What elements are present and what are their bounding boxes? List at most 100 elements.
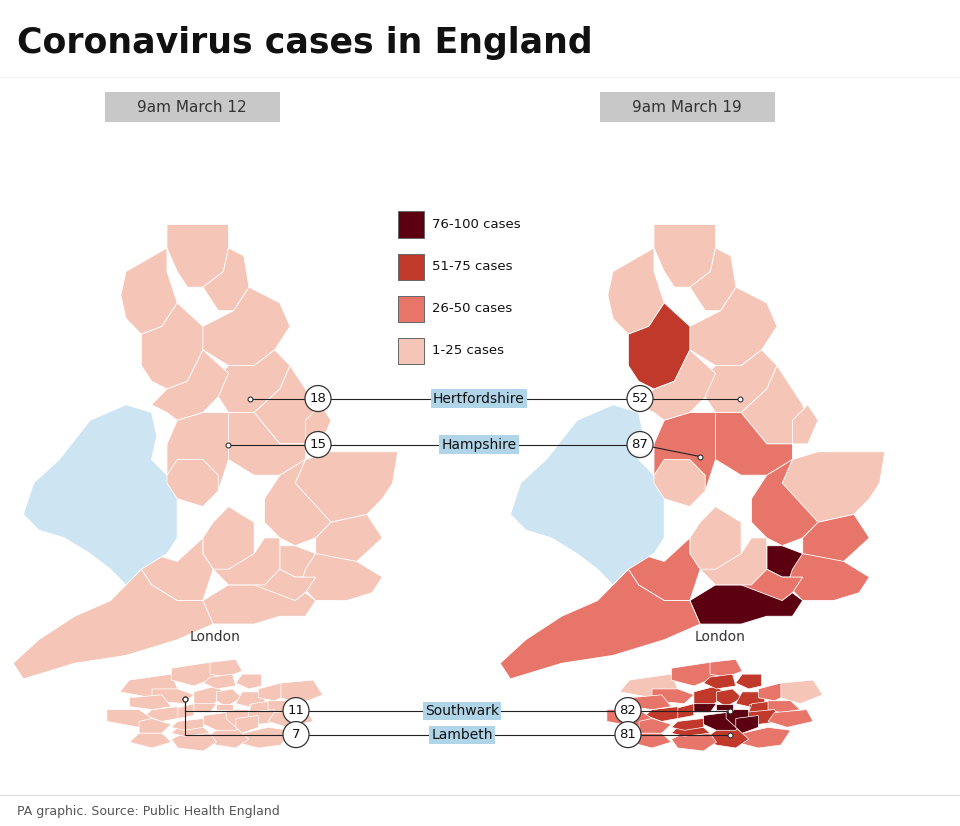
Polygon shape <box>607 710 652 728</box>
Polygon shape <box>511 405 664 585</box>
Polygon shape <box>236 710 281 724</box>
Polygon shape <box>268 700 300 713</box>
Polygon shape <box>710 659 742 677</box>
Polygon shape <box>203 248 249 311</box>
Polygon shape <box>216 704 232 710</box>
Polygon shape <box>629 303 690 389</box>
Polygon shape <box>630 695 671 710</box>
Polygon shape <box>694 704 716 713</box>
Polygon shape <box>218 412 305 475</box>
Polygon shape <box>152 350 228 420</box>
Text: 18: 18 <box>309 392 326 405</box>
Polygon shape <box>768 700 801 713</box>
Polygon shape <box>171 733 216 751</box>
FancyBboxPatch shape <box>398 254 424 279</box>
Polygon shape <box>204 728 249 748</box>
Polygon shape <box>236 692 265 706</box>
Polygon shape <box>741 366 807 444</box>
Polygon shape <box>792 405 818 444</box>
Polygon shape <box>654 225 715 287</box>
Circle shape <box>305 431 331 458</box>
Polygon shape <box>803 515 870 562</box>
Polygon shape <box>295 452 397 522</box>
Polygon shape <box>654 412 715 506</box>
Text: Southwark: Southwark <box>425 704 499 718</box>
Polygon shape <box>171 728 210 736</box>
Polygon shape <box>279 546 321 577</box>
Polygon shape <box>638 350 715 420</box>
Polygon shape <box>254 366 321 444</box>
Polygon shape <box>716 704 732 710</box>
Text: 76-100 cases: 76-100 cases <box>432 218 520 231</box>
Polygon shape <box>639 719 671 733</box>
Polygon shape <box>204 674 236 689</box>
Polygon shape <box>187 287 290 366</box>
Polygon shape <box>741 569 803 601</box>
Polygon shape <box>654 459 706 506</box>
Polygon shape <box>264 459 331 546</box>
Polygon shape <box>141 303 203 389</box>
Polygon shape <box>767 546 807 577</box>
Polygon shape <box>121 248 178 335</box>
Polygon shape <box>227 710 249 728</box>
Polygon shape <box>671 719 704 730</box>
Polygon shape <box>167 459 218 506</box>
Polygon shape <box>700 538 767 585</box>
Polygon shape <box>704 713 742 730</box>
Polygon shape <box>758 683 787 700</box>
Polygon shape <box>749 700 780 715</box>
Polygon shape <box>236 728 291 748</box>
Polygon shape <box>236 715 258 733</box>
Text: 81: 81 <box>619 728 636 741</box>
Text: Coronavirus cases in England: Coronavirus cases in England <box>17 26 593 60</box>
Text: 1-25 cases: 1-25 cases <box>432 344 504 357</box>
Polygon shape <box>787 553 870 601</box>
Polygon shape <box>203 585 316 624</box>
FancyBboxPatch shape <box>600 93 775 122</box>
Text: London: London <box>189 629 240 643</box>
Polygon shape <box>704 728 749 748</box>
Text: 11: 11 <box>287 704 304 717</box>
Polygon shape <box>203 506 254 569</box>
Polygon shape <box>671 733 716 751</box>
Polygon shape <box>735 674 761 689</box>
Polygon shape <box>768 710 813 728</box>
FancyBboxPatch shape <box>398 296 424 321</box>
Polygon shape <box>194 704 216 713</box>
Polygon shape <box>694 686 726 706</box>
Polygon shape <box>620 674 678 698</box>
Polygon shape <box>706 412 792 475</box>
Text: Hertfordshire: Hertfordshire <box>433 392 525 406</box>
Polygon shape <box>652 689 694 704</box>
Polygon shape <box>300 553 382 601</box>
Polygon shape <box>645 706 678 721</box>
Text: Hampshire: Hampshire <box>442 438 516 452</box>
Polygon shape <box>13 569 213 679</box>
Polygon shape <box>107 710 152 728</box>
Text: 7: 7 <box>292 728 300 741</box>
Polygon shape <box>213 350 290 412</box>
Polygon shape <box>146 706 178 721</box>
Circle shape <box>627 386 653 411</box>
Polygon shape <box>216 689 242 706</box>
Text: 51-75 cases: 51-75 cases <box>432 260 513 273</box>
Text: 9am March 12: 9am March 12 <box>137 100 247 115</box>
Polygon shape <box>630 733 671 748</box>
Circle shape <box>305 386 331 411</box>
Polygon shape <box>249 704 268 713</box>
Polygon shape <box>141 538 213 601</box>
Polygon shape <box>500 569 700 679</box>
Polygon shape <box>281 680 323 704</box>
Polygon shape <box>171 719 204 730</box>
Polygon shape <box>236 674 261 689</box>
Polygon shape <box>258 683 287 700</box>
Polygon shape <box>700 350 777 412</box>
Text: 26-50 cases: 26-50 cases <box>432 302 513 315</box>
Polygon shape <box>782 452 885 522</box>
Polygon shape <box>305 405 331 444</box>
Text: 52: 52 <box>632 392 649 405</box>
Polygon shape <box>249 700 281 715</box>
Polygon shape <box>671 728 710 736</box>
Text: Lambeth: Lambeth <box>431 728 492 742</box>
Polygon shape <box>675 287 777 366</box>
